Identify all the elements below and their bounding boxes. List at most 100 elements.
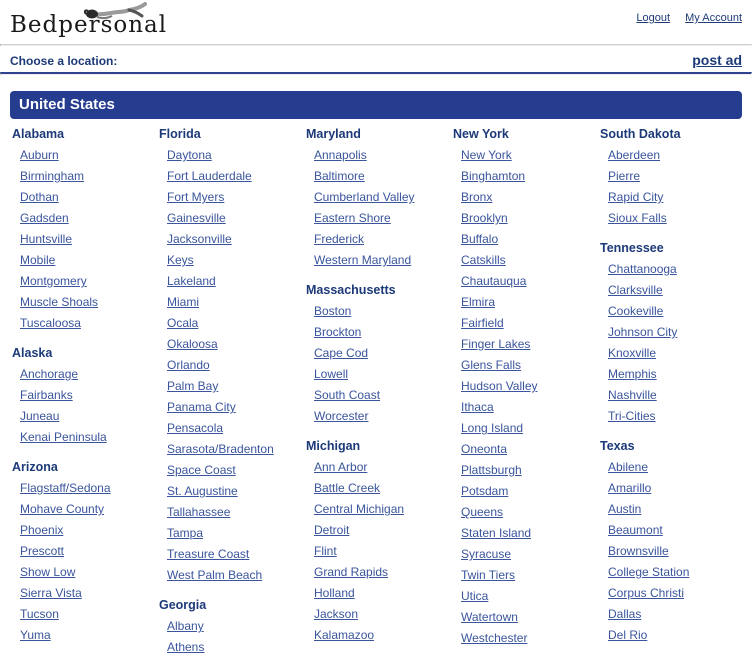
city-link[interactable]: Orlando xyxy=(167,358,210,372)
city-link[interactable]: Annapolis xyxy=(314,148,367,162)
city-link[interactable]: Cumberland Valley xyxy=(314,190,415,204)
city-link[interactable]: Huntsville xyxy=(20,232,73,246)
city-link[interactable]: Johnson City xyxy=(608,325,678,339)
city-link[interactable]: Corpus Christi xyxy=(608,586,685,600)
city-link[interactable]: Staten Island xyxy=(461,526,532,540)
city-link[interactable]: Twin Tiers xyxy=(461,568,516,582)
city-link[interactable]: Finger Lakes xyxy=(461,337,531,351)
city-link[interactable]: Palm Bay xyxy=(167,379,219,393)
city-link[interactable]: Rapid City xyxy=(608,190,664,204)
city-link[interactable]: Holland xyxy=(314,586,355,600)
city-link[interactable]: Jackson xyxy=(314,607,359,621)
city-link[interactable]: Kenai Peninsula xyxy=(20,430,107,444)
city-link[interactable]: Clarksville xyxy=(608,283,663,297)
city-link[interactable]: Gadsden xyxy=(20,211,69,225)
city-link[interactable]: Ocala xyxy=(167,316,199,330)
city-link[interactable]: Tri-Cities xyxy=(608,409,656,423)
my-account-link[interactable]: My Account xyxy=(685,12,742,24)
post-ad-link[interactable]: post ad xyxy=(692,52,742,68)
city-link[interactable]: Jacksonville xyxy=(167,232,232,246)
city-link[interactable]: Brockton xyxy=(314,325,362,339)
city-link[interactable]: Catskills xyxy=(461,253,506,267)
city-link[interactable]: Cookeville xyxy=(608,304,664,318)
city-link[interactable]: Space Coast xyxy=(167,463,236,477)
logo[interactable]: Bedpersonal xyxy=(10,2,167,40)
city-link[interactable]: Aberdeen xyxy=(608,148,661,162)
city-link[interactable]: Sioux Falls xyxy=(608,211,667,225)
city-link[interactable]: Ann Arbor xyxy=(314,460,368,474)
city-link[interactable]: Grand Rapids xyxy=(314,565,389,579)
city-link[interactable]: Kalamazoo xyxy=(314,628,375,642)
city-link[interactable]: Worcester xyxy=(314,409,369,423)
city-link[interactable]: Hudson Valley xyxy=(461,379,538,393)
city-link[interactable]: West Palm Beach xyxy=(167,568,263,582)
city-link[interactable]: Oneonta xyxy=(461,442,508,456)
city-link[interactable]: Sarasota/Bradenton xyxy=(167,442,274,456)
city-link[interactable]: Plattsburgh xyxy=(461,463,522,477)
city-link[interactable]: Baltimore xyxy=(314,169,365,183)
city-link[interactable]: Anchorage xyxy=(20,367,79,381)
city-link[interactable]: Gainesville xyxy=(167,211,226,225)
city-link[interactable]: Mobile xyxy=(20,253,56,267)
city-link[interactable]: Amarillo xyxy=(608,481,652,495)
city-link[interactable]: Bronx xyxy=(461,190,493,204)
city-link[interactable]: Frederick xyxy=(314,232,365,246)
city-link[interactable]: Juneau xyxy=(20,409,60,423)
city-link[interactable]: Abilene xyxy=(608,460,649,474)
city-link[interactable]: Lakeland xyxy=(167,274,216,288)
city-link[interactable]: Panama City xyxy=(167,400,236,414)
city-link[interactable]: Ithaca xyxy=(461,400,494,414)
city-link[interactable]: Westchester xyxy=(461,631,528,645)
city-link[interactable]: College Station xyxy=(608,565,690,579)
city-link[interactable]: Lowell xyxy=(314,367,349,381)
logout-link[interactable]: Logout xyxy=(636,12,671,24)
city-link[interactable]: Memphis xyxy=(608,367,657,381)
city-link[interactable]: Prescott xyxy=(20,544,65,558)
city-link[interactable]: Montgomery xyxy=(20,274,87,288)
city-link[interactable]: Birmingham xyxy=(20,169,85,183)
city-link[interactable]: Cape Cod xyxy=(314,346,369,360)
city-link[interactable]: Austin xyxy=(608,502,642,516)
city-link[interactable]: Show Low xyxy=(20,565,76,579)
city-link[interactable]: Fort Lauderdale xyxy=(167,169,252,183)
city-link[interactable]: Eastern Shore xyxy=(314,211,391,225)
city-link[interactable]: Buffalo xyxy=(461,232,499,246)
city-link[interactable]: Treasure Coast xyxy=(167,547,250,561)
city-link[interactable]: Athens xyxy=(167,640,205,654)
city-link[interactable]: Tuscaloosa xyxy=(20,316,81,330)
city-link[interactable]: Daytona xyxy=(167,148,212,162)
city-link[interactable]: Sierra Vista xyxy=(20,586,82,600)
city-link[interactable]: Elmira xyxy=(461,295,496,309)
city-link[interactable]: Nashville xyxy=(608,388,657,402)
city-link[interactable]: Brooklyn xyxy=(461,211,508,225)
city-link[interactable]: Okaloosa xyxy=(167,337,218,351)
city-link[interactable]: Boston xyxy=(314,304,352,318)
city-link[interactable]: Binghamton xyxy=(461,169,526,183)
city-link[interactable]: Flagstaff/Sedona xyxy=(20,481,111,495)
city-link[interactable]: New York xyxy=(461,148,512,162)
city-link[interactable]: Flint xyxy=(314,544,337,558)
city-link[interactable]: Syracuse xyxy=(461,547,512,561)
city-link[interactable]: Pierre xyxy=(608,169,641,183)
city-link[interactable]: Phoenix xyxy=(20,523,64,537)
city-link[interactable]: Chautauqua xyxy=(461,274,527,288)
city-link[interactable]: Tucson xyxy=(20,607,59,621)
city-link[interactable]: Beaumont xyxy=(608,523,663,537)
city-link[interactable]: Dothan xyxy=(20,190,59,204)
city-link[interactable]: Keys xyxy=(167,253,194,267)
city-link[interactable]: Tallahassee xyxy=(167,505,231,519)
city-link[interactable]: Fort Myers xyxy=(167,190,225,204)
city-link[interactable]: Pensacola xyxy=(167,421,224,435)
city-link[interactable]: Fairfield xyxy=(461,316,504,330)
city-link[interactable]: Glens Falls xyxy=(461,358,522,372)
city-link[interactable]: Potsdam xyxy=(461,484,509,498)
city-link[interactable]: St. Augustine xyxy=(167,484,238,498)
city-link[interactable]: Fairbanks xyxy=(20,388,73,402)
city-link[interactable]: Detroit xyxy=(314,523,350,537)
city-link[interactable]: Chattanooga xyxy=(608,262,677,276)
city-link[interactable]: Tampa xyxy=(167,526,204,540)
city-link[interactable]: Knoxville xyxy=(608,346,657,360)
city-link[interactable]: Dallas xyxy=(608,607,642,621)
city-link[interactable]: Mohave County xyxy=(20,502,105,516)
city-link[interactable]: Battle Creek xyxy=(314,481,381,495)
